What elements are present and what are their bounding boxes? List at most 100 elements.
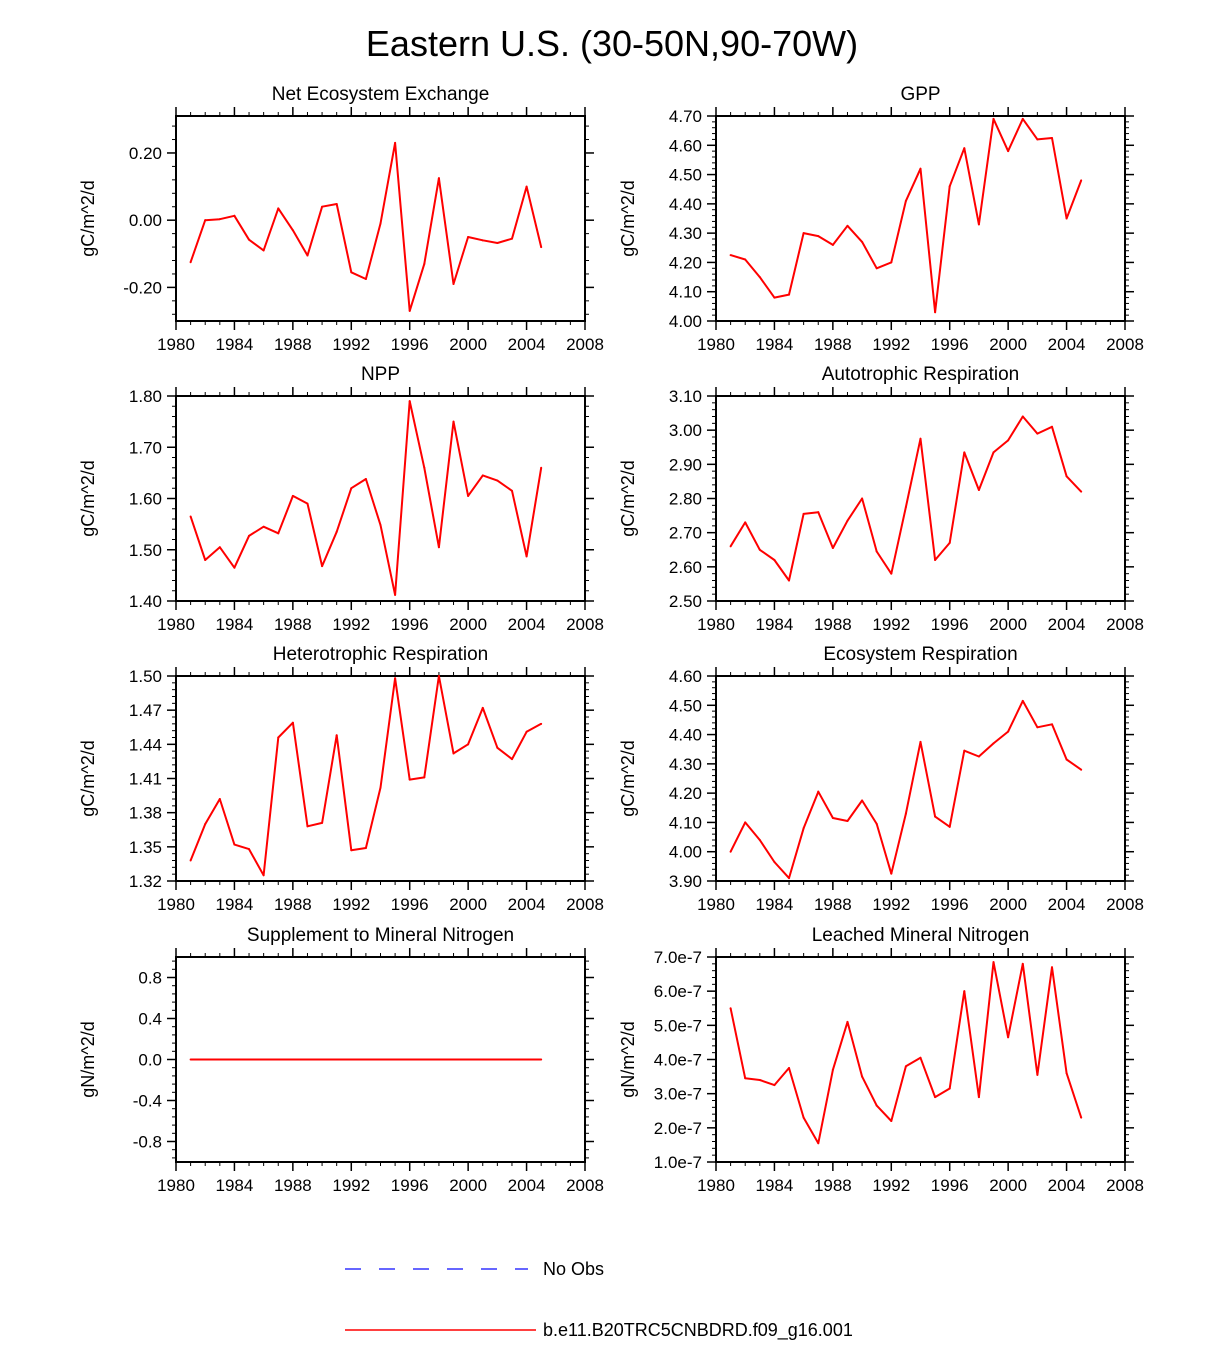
data-point (744, 258, 747, 261)
y-tick-label: -0.20 (123, 278, 162, 297)
x-tick-label: 1984 (756, 895, 794, 914)
x-tick-label: 1992 (872, 1176, 910, 1195)
data-point (335, 1058, 338, 1061)
data-point (496, 1058, 499, 1061)
x-tick-label: 1980 (157, 335, 195, 354)
y-tick-label: 4.40 (669, 726, 702, 745)
data-point (919, 437, 922, 440)
y-tick-label: 1.50 (129, 541, 162, 560)
x-tick-label: 1984 (216, 1176, 254, 1195)
panel-leached-mineral-nitrogen: 1980 1984 1988 1992 1996 2000 2004 2008 1.0e-7 2.… (618, 925, 1144, 1195)
data-point (423, 262, 426, 265)
x-tick-label: 1988 (814, 895, 852, 914)
data-point (934, 815, 937, 818)
y-axis-label: gN/m^2/d (78, 1021, 98, 1097)
data-point (758, 276, 761, 279)
data-point (861, 1075, 864, 1078)
data-point (846, 519, 849, 522)
data-point (1065, 217, 1068, 220)
data-point (496, 242, 499, 245)
data-point (758, 1079, 761, 1081)
panel-heterotrophic-respiration: 1980 1984 1988 1992 1996 2000 2004 2008 1.32 1.35… (78, 644, 604, 914)
y-tick-label: 1.41 (129, 770, 162, 789)
data-point (802, 1116, 805, 1119)
data-point (437, 546, 440, 549)
y-axis-label: gC/m^2/d (78, 180, 98, 256)
y-tick-label: 7.0e-7 (654, 948, 702, 967)
data-point (321, 565, 324, 568)
x-tick-label: 1988 (814, 335, 852, 354)
panel-autotrophic-respiration: 1980 1984 1988 1992 1996 2000 2004 2008 2.50 2.60… (618, 364, 1144, 634)
data-point (262, 525, 265, 528)
data-point (335, 530, 338, 533)
y-tick-label: -0.8 (133, 1133, 162, 1152)
y-axis-label: gC/m^2/d (78, 740, 98, 816)
legend-label-no-obs: No Obs (543, 1259, 604, 1279)
x-tick-label: 1992 (332, 1176, 370, 1195)
data-point (204, 1058, 207, 1061)
x-tick-label: 1980 (157, 895, 195, 914)
y-tick-label: -0.4 (133, 1092, 162, 1111)
data-point (277, 736, 280, 739)
data-point (831, 243, 834, 246)
data-point (350, 1058, 353, 1061)
data-point (948, 1087, 951, 1090)
panel-title: Leached Mineral Nitrogen (812, 925, 1030, 946)
y-tick-label: 1.80 (129, 387, 162, 406)
data-point (408, 1058, 411, 1061)
data-point (233, 843, 236, 846)
data-point (788, 579, 791, 582)
data-point (934, 559, 937, 561)
data-point (831, 547, 834, 550)
data-point (467, 494, 470, 497)
data-point (467, 235, 470, 238)
y-tick-label: 2.0e-7 (654, 1119, 702, 1138)
y-tick-label: 1.38 (129, 804, 162, 823)
y-tick-label: 4.60 (669, 667, 702, 686)
data-point (467, 1058, 470, 1061)
data-point (408, 400, 411, 403)
panel-title: Autotrophic Respiration (822, 364, 1020, 385)
data-point (729, 254, 732, 257)
data-point (1050, 966, 1053, 969)
x-tick-label: 1980 (157, 1176, 195, 1195)
x-tick-label: 2004 (508, 615, 546, 634)
x-tick-label: 1996 (391, 335, 429, 354)
data-point (817, 511, 820, 514)
x-tick-label: 1984 (756, 615, 794, 634)
x-tick-label: 2004 (1048, 615, 1086, 634)
x-tick-label: 1996 (931, 895, 969, 914)
data-point (233, 214, 236, 217)
data-point (248, 848, 251, 851)
y-tick-label: 1.0e-7 (654, 1153, 702, 1172)
data-point (291, 494, 294, 497)
data-point (525, 185, 528, 188)
data-point (218, 218, 221, 221)
data-point (248, 534, 251, 537)
data-point (1021, 415, 1024, 418)
data-point (394, 1058, 397, 1061)
y-tick-label: 2.80 (669, 490, 702, 509)
x-tick-label: 2008 (1106, 615, 1144, 634)
data-point (875, 267, 878, 270)
data-point (977, 223, 980, 226)
data-point (1007, 439, 1010, 442)
y-tick-label: 4.70 (669, 107, 702, 126)
data-point (919, 1056, 922, 1059)
data-point (452, 1058, 455, 1061)
data-point (802, 827, 805, 830)
data-point (773, 296, 776, 299)
data-point (1036, 726, 1039, 729)
data-point (525, 730, 528, 733)
x-tick-label: 1992 (332, 895, 370, 914)
data-point (394, 593, 397, 596)
y-tick-label: 4.60 (669, 136, 702, 155)
data-point (510, 758, 513, 761)
x-tick-label: 2008 (1106, 895, 1144, 914)
data-point (364, 1058, 367, 1061)
y-tick-label: 1.50 (129, 667, 162, 686)
legend: No Obs b.e11.B20TRC5CNBDRD.f09_g16.001 (345, 1259, 853, 1341)
data-point (890, 572, 893, 575)
panel-supplement-to-mineral-nitrogen: 1980 1984 1988 1992 1996 2000 2004 2008 -0.8 -0.4… (78, 925, 604, 1195)
y-tick-label: 3.90 (669, 872, 702, 891)
